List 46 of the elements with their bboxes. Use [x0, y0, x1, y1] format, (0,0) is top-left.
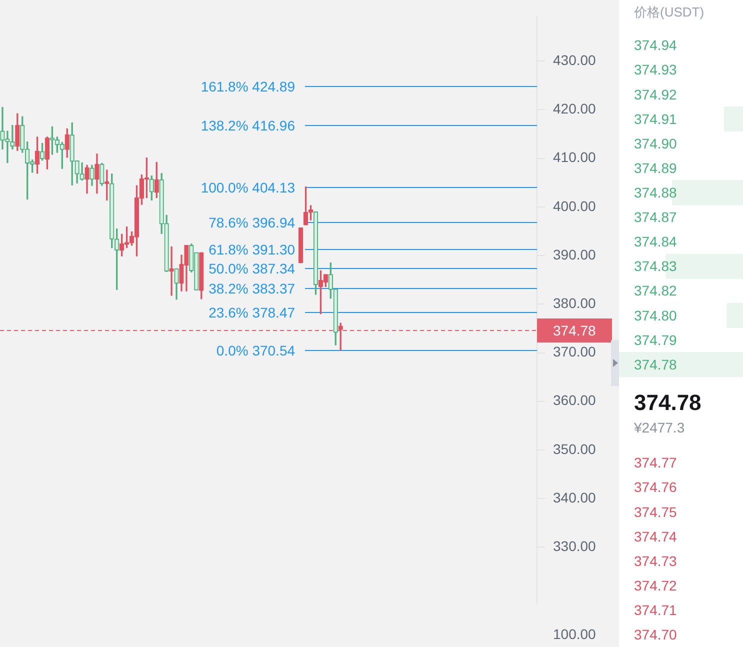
y-tick-label: 374.82: [634, 282, 678, 299]
y-tick-label: 380.00: [553, 295, 596, 312]
y-tick-label: 374.93: [634, 62, 678, 78]
y-tick-label: 410.00: [553, 149, 596, 166]
y-tick-label: 374.83: [634, 258, 678, 274]
ref-line-label: 161.8% 424.89: [200, 78, 296, 94]
text: 100.00: [553, 626, 596, 642]
y-tick-label: 374.70: [634, 626, 678, 643]
y-tick-label: 374.74: [634, 528, 678, 544]
y-tick-label: 374.78: [634, 356, 678, 372]
y-tick-label: 330.00: [553, 538, 596, 554]
y-tick-label: 374.72: [634, 577, 678, 594]
y-tick-label: 374.88: [634, 184, 678, 200]
y-tick-label: 374.94: [634, 37, 678, 54]
y-tick-label: 390.00: [553, 246, 596, 262]
y-tick-label: 374.76: [634, 479, 678, 496]
ref-line-label: 0.0% 370.54: [216, 342, 296, 358]
ref-line-label: 138.2% 416.96: [200, 117, 296, 134]
chart-title: 价格(USDT): [633, 4, 704, 20]
ref-line-label: 23.6% 378.47: [208, 304, 296, 320]
y-tick-label: 360.00: [553, 392, 596, 408]
y-tick-label: 374.90: [634, 135, 678, 152]
y-tick-label: 370.00: [553, 344, 596, 360]
candlestick: [169, 246, 174, 296]
ref-line-label: 38.2% 383.37: [208, 280, 296, 296]
y-tick-label: 374.73: [634, 552, 678, 569]
ref-line-label: 50.0% 387.34: [208, 260, 296, 276]
y-tick-label: 374.91: [634, 110, 678, 127]
y-tick-label: 374.84: [634, 234, 678, 250]
y-tick-label: 374.77: [634, 454, 678, 471]
y-tick-label: 374.87: [634, 209, 678, 226]
y-tick-label: 374.71: [634, 602, 678, 618]
y-tick-label: 340.00: [553, 489, 596, 506]
annotation: ¥2477.3: [633, 419, 685, 436]
y-tick-label: 420.00: [553, 100, 596, 117]
ref-line-label: 100.0% 404.13: [200, 179, 296, 196]
y-tick-label: 374.80: [634, 307, 678, 324]
y-tick-label: 374.79: [634, 332, 678, 348]
y-tick-label: 374.92: [634, 86, 678, 102]
y-tick-label: 350.00: [553, 440, 596, 457]
ref-line-label: 61.8% 391.30: [208, 241, 296, 258]
ref-line-label: 78.6% 396.94: [208, 214, 296, 230]
y-tick-label: 374.89: [634, 160, 678, 176]
y-tick-label: 374.75: [634, 504, 678, 520]
y-tick-label: 400.00: [553, 198, 596, 214]
y-tick-label: 430.00: [553, 52, 596, 68]
